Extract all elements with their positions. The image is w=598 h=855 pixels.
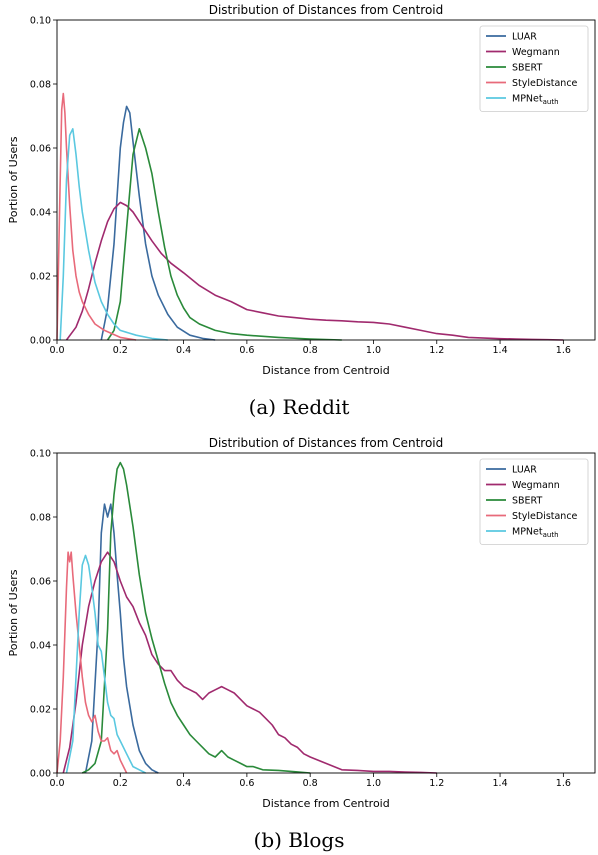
y-tick-label: 0.08 bbox=[30, 80, 51, 91]
x-tick-label: 1.0 bbox=[366, 778, 381, 789]
legend-entry: SBERT bbox=[512, 63, 542, 74]
x-axis-label: Distance from Centroid bbox=[262, 364, 389, 377]
x-tick-label: 0.8 bbox=[303, 345, 318, 356]
legend: LUAR Wegmann SBERT StyleDistance MPNetauth bbox=[479, 25, 589, 112]
chart-title: Distribution of Distances from Centroid bbox=[209, 436, 444, 450]
y-tick-label: 0.04 bbox=[30, 641, 51, 652]
series-line-luar bbox=[100, 105, 216, 341]
y-tick-label: 0.08 bbox=[30, 513, 51, 524]
caption-blogs: (b) Blogs bbox=[253, 828, 345, 852]
chart-reddit: Distribution of Distances from Centroid 0… bbox=[7, 3, 596, 377]
x-tick-label: 0.6 bbox=[239, 778, 254, 789]
series-line-styledistance bbox=[56, 92, 137, 341]
legend-entry: LUAR bbox=[512, 465, 537, 476]
x-tick-label: 1.0 bbox=[366, 345, 381, 356]
x-tick-label: 0.2 bbox=[113, 345, 128, 356]
y-axis-label: Portion of Users bbox=[7, 569, 20, 656]
chart-title: Distribution of Distances from Centroid bbox=[209, 3, 444, 17]
series-line-sbert bbox=[81, 461, 311, 774]
series-line-wegmann bbox=[65, 201, 564, 341]
y-tick-label: 0.00 bbox=[30, 336, 51, 347]
x-tick-label: 0.4 bbox=[176, 778, 191, 789]
series-line-mpnet-auth bbox=[59, 128, 168, 341]
plot-frame bbox=[56, 19, 596, 341]
series-line-sbert bbox=[106, 128, 342, 341]
x-tick-label: 0.8 bbox=[303, 778, 318, 789]
x-tick-label: 1.2 bbox=[429, 778, 444, 789]
series-line-wegmann bbox=[62, 551, 437, 774]
legend-entry: MPNetauth bbox=[512, 527, 559, 540]
legend-entry: StyleDistance bbox=[512, 78, 578, 89]
x-tick-label: 0.6 bbox=[239, 345, 254, 356]
legend-entry: Wegmann bbox=[512, 47, 560, 58]
legend-entry: LUAR bbox=[512, 32, 537, 43]
legend-box bbox=[479, 25, 589, 112]
y-tick-label: 0.06 bbox=[30, 577, 51, 588]
y-axis-label: Portion of Users bbox=[7, 136, 20, 223]
x-tick-label: 0.2 bbox=[113, 778, 128, 789]
x-tick-label: 1.4 bbox=[493, 345, 508, 356]
legend-entry: StyleDistance bbox=[512, 511, 578, 522]
y-tick-label: 0.02 bbox=[30, 272, 51, 283]
legend-entry: MPNetauth bbox=[512, 94, 559, 107]
y-tick-label: 0.10 bbox=[30, 16, 51, 27]
series-line-styledistance bbox=[56, 551, 128, 774]
y-tick-label: 0.00 bbox=[30, 769, 51, 780]
caption-reddit: (a) Reddit bbox=[248, 395, 350, 419]
series-line-mpnet-auth bbox=[65, 554, 146, 774]
legend-entry: SBERT bbox=[512, 496, 542, 507]
x-tick-label: 0.4 bbox=[176, 345, 191, 356]
y-tick-label: 0.10 bbox=[30, 449, 51, 460]
plot-frame bbox=[56, 452, 596, 774]
legend-entry: Wegmann bbox=[512, 480, 560, 491]
x-tick-label: 1.2 bbox=[429, 345, 444, 356]
x-tick-label: 1.6 bbox=[556, 778, 571, 789]
y-tick-label: 0.02 bbox=[30, 705, 51, 716]
x-tick-label: 1.6 bbox=[556, 345, 571, 356]
x-tick-label: 0.0 bbox=[49, 778, 64, 789]
x-axis-label: Distance from Centroid bbox=[262, 797, 389, 810]
legend-box bbox=[479, 458, 589, 545]
chart-blogs: Distribution of Distances from Centroid 0… bbox=[7, 436, 596, 810]
y-tick-label: 0.06 bbox=[30, 144, 51, 155]
legend: LUAR Wegmann SBERT StyleDistance MPNetauth bbox=[479, 458, 589, 545]
x-tick-label: 0.0 bbox=[49, 345, 64, 356]
x-tick-label: 1.4 bbox=[493, 778, 508, 789]
y-tick-label: 0.04 bbox=[30, 208, 51, 219]
